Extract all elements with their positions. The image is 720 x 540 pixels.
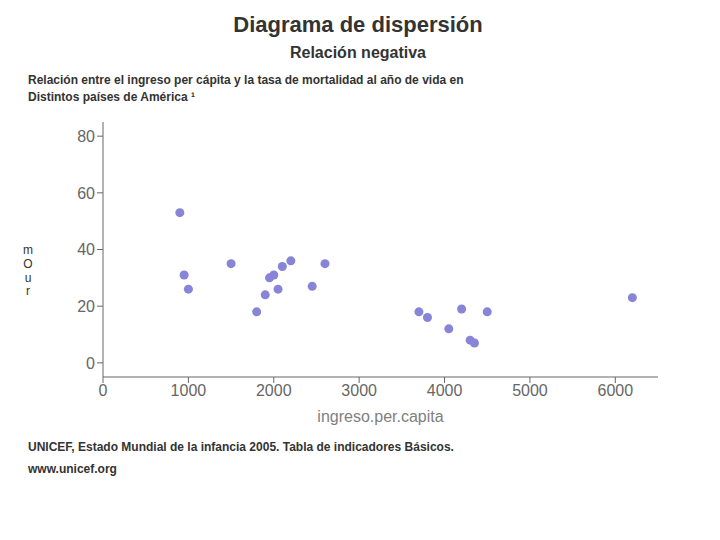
svg-text:1000: 1000: [171, 382, 207, 399]
svg-text:5000: 5000: [512, 382, 548, 399]
svg-text:80: 80: [77, 127, 95, 144]
html-text:UNICEF, Estado Mundial de la i: UNICEF, Estado Mundial de la infancia 20…: [28, 439, 454, 454]
html-text:Relación negativa: Relación negativa: [290, 44, 426, 61]
svg-text:40: 40: [77, 241, 95, 258]
html-text:www.unicef.org: www.unicef.org: [28, 461, 117, 476]
svg-text:0: 0: [99, 382, 108, 399]
svg-text:0: 0: [86, 354, 95, 371]
html-text:Diagrama de dispersión: Diagrama de dispersión: [233, 12, 483, 37]
svg-text:ingreso.per.capita: ingreso.per.capita: [317, 408, 443, 425]
svg-text:6000: 6000: [598, 382, 634, 399]
svg-text:4000: 4000: [427, 382, 463, 399]
html-text:m O u r: m O u r: [23, 243, 33, 299]
svg-text:3000: 3000: [341, 382, 377, 399]
html-text:Relación entre el ingreso per: Relación entre el ingreso per cápita y l…: [28, 73, 464, 104]
svg-text:20: 20: [77, 297, 95, 314]
svg-text:2000: 2000: [256, 382, 292, 399]
svg-text:60: 60: [77, 184, 95, 201]
